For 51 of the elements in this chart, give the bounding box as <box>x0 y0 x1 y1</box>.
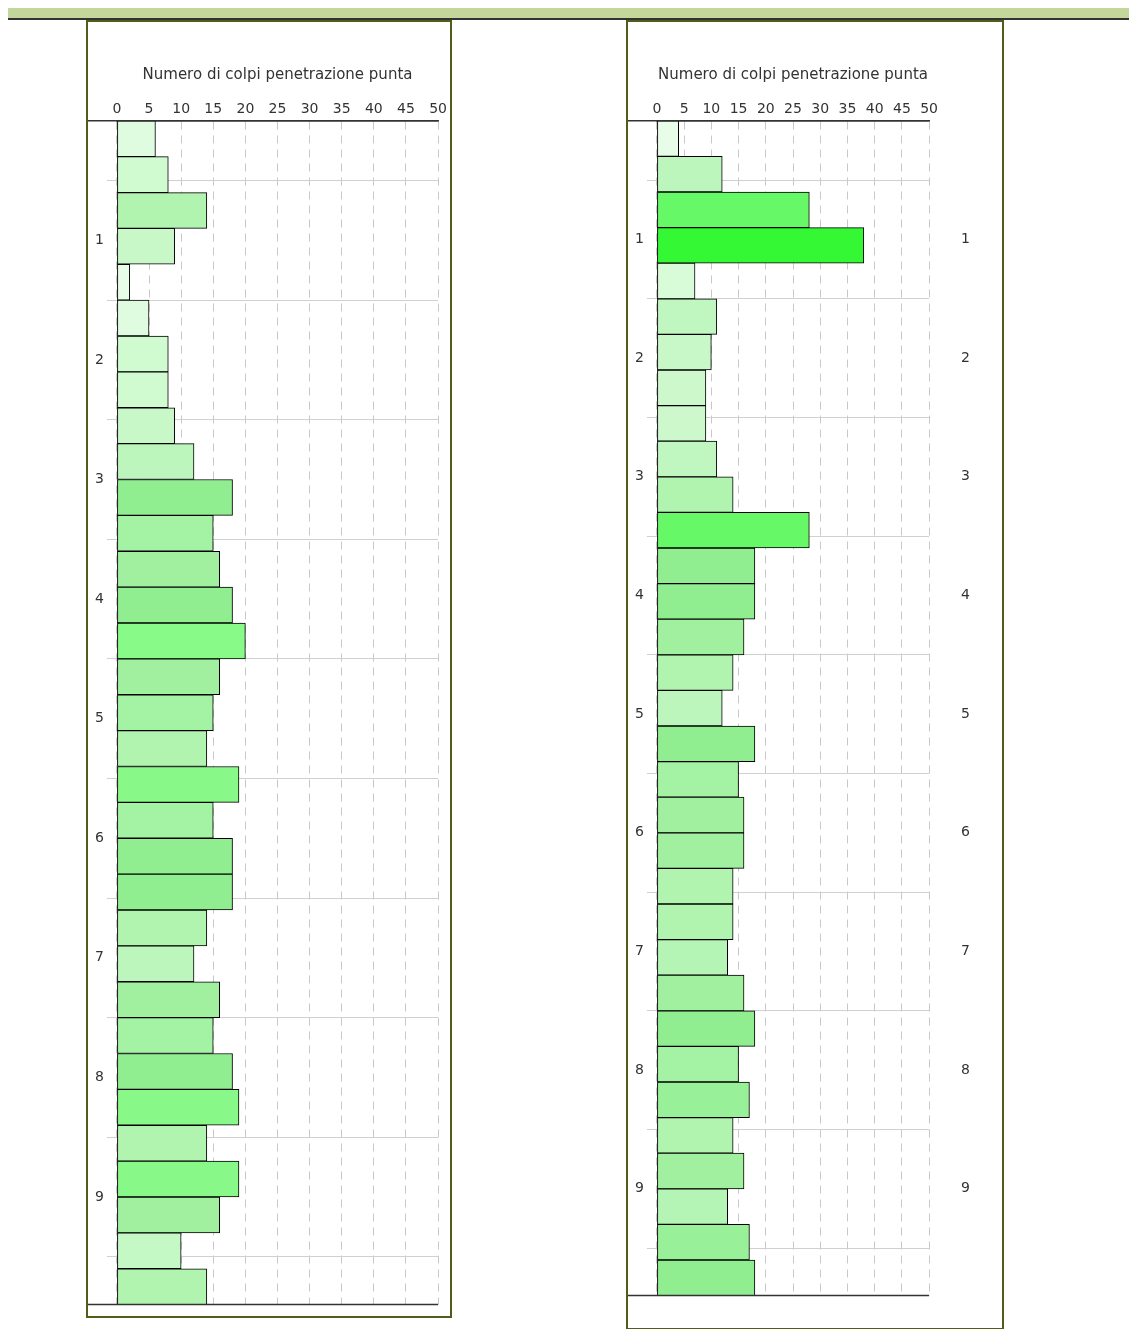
y2-tick-label: 1 <box>961 230 971 247</box>
y2-tick-label: 6 <box>961 823 971 840</box>
y-tick-label: 9 <box>94 1187 104 1204</box>
x-tick-label: 20 <box>236 100 255 117</box>
y-tick-label: 2 <box>634 348 644 365</box>
x-tick-label: 35 <box>838 100 857 117</box>
x-tick-label: 30 <box>300 100 319 117</box>
y-tick-label: 8 <box>94 1068 104 1085</box>
x-tick-label: 45 <box>397 100 415 117</box>
y-tick-label: 4 <box>634 586 644 603</box>
y-tick-label: 3 <box>634 467 644 484</box>
x-tick-label: 5 <box>144 100 154 117</box>
y2-tick-label: 2 <box>961 348 971 365</box>
x-tick-label: 25 <box>784 100 802 117</box>
y-tick-label: 1 <box>634 230 644 247</box>
y-tick-label: 3 <box>94 470 104 487</box>
y-tick-label: 7 <box>94 948 104 965</box>
y-tick-label: 4 <box>94 589 104 606</box>
x-tick-label: 0 <box>652 100 662 117</box>
y-tick-label: 1 <box>94 231 104 248</box>
x-tick-label: 0 <box>112 100 122 117</box>
x-tick-label: 50 <box>920 100 939 117</box>
y2-tick-label: 3 <box>961 467 971 484</box>
x-tick-label: 40 <box>364 100 383 117</box>
y2-tick-label: 8 <box>961 1060 971 1077</box>
x-tick-label: 45 <box>892 100 911 117</box>
x-tick-label: 20 <box>756 100 775 117</box>
x-tick-label: 30 <box>811 100 830 117</box>
y-tick-label: 5 <box>634 704 644 721</box>
x-tick-label: 40 <box>865 100 884 117</box>
x-axis-title: Numero di colpi penetrazione punta <box>142 64 413 83</box>
y2-tick-label: 7 <box>961 942 971 959</box>
x-tick-label: 15 <box>204 100 223 117</box>
y-tick-label: 2 <box>94 350 104 367</box>
x-tick-label: 15 <box>729 100 748 117</box>
y-tick-label: 6 <box>94 828 104 845</box>
y2-tick-label: 9 <box>961 1179 971 1196</box>
x-tick-label: 10 <box>172 100 191 117</box>
x-tick-label: 50 <box>429 100 448 117</box>
y-tick-label: 5 <box>94 709 104 726</box>
x-tick-label: 25 <box>268 100 287 117</box>
y2-tick-label: 4 <box>961 586 971 603</box>
y-tick-label: 9 <box>634 1179 644 1196</box>
y-tick-label: 6 <box>634 823 644 840</box>
x-tick-label: 35 <box>332 100 351 117</box>
y2-tick-label: 5 <box>961 704 971 721</box>
x-axis-title: Numero di colpi penetrazione punta <box>658 64 928 83</box>
x-tick-label: 10 <box>702 100 721 117</box>
x-tick-label: 5 <box>679 100 689 117</box>
y-tick-label: 7 <box>634 942 644 959</box>
y-tick-label: 8 <box>634 1060 644 1077</box>
